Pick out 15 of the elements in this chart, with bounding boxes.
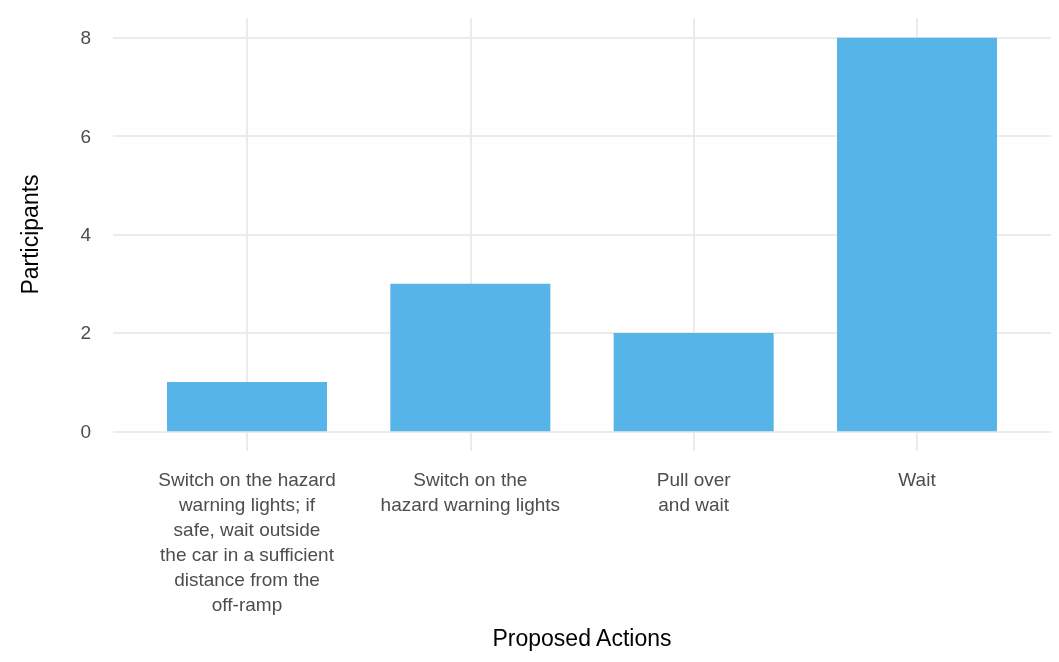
y-tick-label: 4 <box>80 224 92 245</box>
bar <box>613 332 774 432</box>
x-tick-label: Wait <box>898 469 937 490</box>
x-tick-label: Switch on the hazard warning lights <box>380 469 561 515</box>
x-tick-label: Switch on the hazard warning lights; if safe, wait outside the car in a sufficient distance from the off-ramp <box>158 469 336 615</box>
y-tick-label: 0 <box>80 420 91 442</box>
bar <box>167 382 327 432</box>
x-axis-title: Proposed Actions <box>492 624 672 651</box>
x-tick-label: Pull over and wait <box>656 469 732 515</box>
bar <box>390 283 551 432</box>
y-axis-title: Participants <box>16 174 43 295</box>
y-tick-label: 6 <box>80 125 91 147</box>
y-tick-label: 2 <box>80 322 91 344</box>
y-tick-label: 8 <box>80 27 91 49</box>
bar <box>837 37 997 432</box>
